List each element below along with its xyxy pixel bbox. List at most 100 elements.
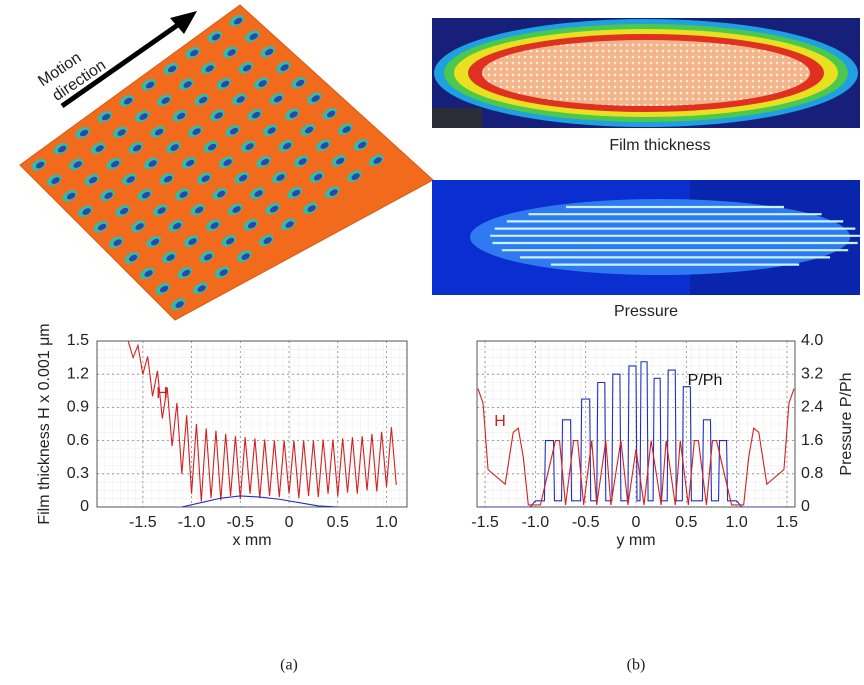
film-thickness-map [432,18,860,128]
dimple-core [311,95,320,102]
dimple-core [117,129,126,136]
dimple-core [205,65,214,72]
dimple-core [285,221,294,228]
dimple-core [148,160,157,167]
dimple-core [241,253,250,260]
y-tick-label: 1.6 [801,432,823,449]
dimple-core [249,33,258,40]
series-label: P/Ph [688,372,723,389]
dimple-core [97,223,107,231]
x-tick-label: -1.0 [178,514,206,531]
dimple-core [225,237,235,245]
plot-frame [476,340,796,508]
dimple-core [210,222,219,229]
film-caption: Film thickness [609,137,710,154]
pressure-map [432,180,860,295]
dimple-core [219,269,228,276]
y-tick-label: 0.3 [67,465,89,482]
dimple-core [254,190,263,197]
dimple-core [163,175,173,183]
dimple-core [57,145,67,153]
dimple-core [329,189,338,196]
dimple-core [229,127,239,135]
dimple-core [145,81,155,89]
dimple-core [181,269,191,277]
motion-arrow [60,19,184,109]
plot-frame [96,340,408,508]
dimple-core [351,173,360,180]
x-axis-label: y mm [616,532,655,549]
y-tick-label: 4.0 [801,332,823,349]
dimple-core [227,49,236,56]
dimple-core [126,176,135,183]
dimple-core [320,142,329,149]
pressure-zone [470,199,850,275]
dimple-core [264,48,274,56]
dimple-core [194,206,204,214]
dimple-core [150,238,160,246]
dimple-core [326,110,336,118]
dimple-core [211,33,221,41]
dimple-core [189,49,199,57]
data-line [181,495,338,507]
series-group [477,361,795,507]
dimple-core [295,79,305,87]
dimple-core [175,301,184,308]
dimple-core [176,112,186,120]
dimple-core [214,112,223,119]
panel-label: (b) [627,657,646,674]
dimple-core [223,159,232,166]
dimple-core [157,207,166,214]
dimple-core [245,143,254,150]
dimple-core [201,175,210,182]
dimple-core [263,237,272,244]
dimple-core [357,141,367,149]
dimple-core [304,126,314,134]
dimple-core [236,96,245,103]
dimple-core [166,254,175,261]
data-line [480,361,792,507]
series-label: H [494,413,506,430]
dimple-core [197,285,206,292]
x-tick-label: 0.5 [675,514,697,531]
x-tick-label: -1.0 [522,514,550,531]
panel-label: (a) [280,657,298,674]
y-tick-label: 0.6 [67,432,89,449]
dimple-core [233,17,243,25]
dimple-core [135,223,144,230]
y-tick-label: 2.4 [801,399,823,416]
series-group [127,341,397,507]
dimple-core [185,159,195,167]
dimple-core [144,270,153,277]
dimple-core [282,142,292,150]
dimple-core [79,129,89,137]
dimple-core [110,160,120,168]
dimple-core [216,190,226,198]
dimple-core [104,192,113,199]
dimple-core [267,127,276,134]
dimple-core [154,128,164,136]
dimple-core [258,80,267,87]
contour [482,40,810,106]
dimple-core [298,158,307,165]
dimple-core [276,174,285,181]
dimple-core [82,208,91,215]
y-tick-label: 0.9 [67,399,89,416]
y-tick-label: 3.2 [801,365,823,382]
dimple-core [161,97,170,104]
dimple-core [192,128,201,135]
dimple-core [123,97,133,105]
dimple-core [247,221,257,229]
dimple-core [179,191,188,198]
dimple-core [88,176,98,184]
y-axis-label: Film thickness H x 0.001 μm [36,323,53,524]
dimple-core [313,173,323,181]
dimple-core [203,253,213,261]
y-tick-label: 0.8 [801,465,823,482]
motion-arrow-head [170,11,197,34]
dimple-core [95,145,104,152]
x-tick-label: -1.5 [471,514,499,531]
dimple-core [66,192,76,200]
dimple-core [280,64,289,71]
dimple-core [269,205,279,213]
